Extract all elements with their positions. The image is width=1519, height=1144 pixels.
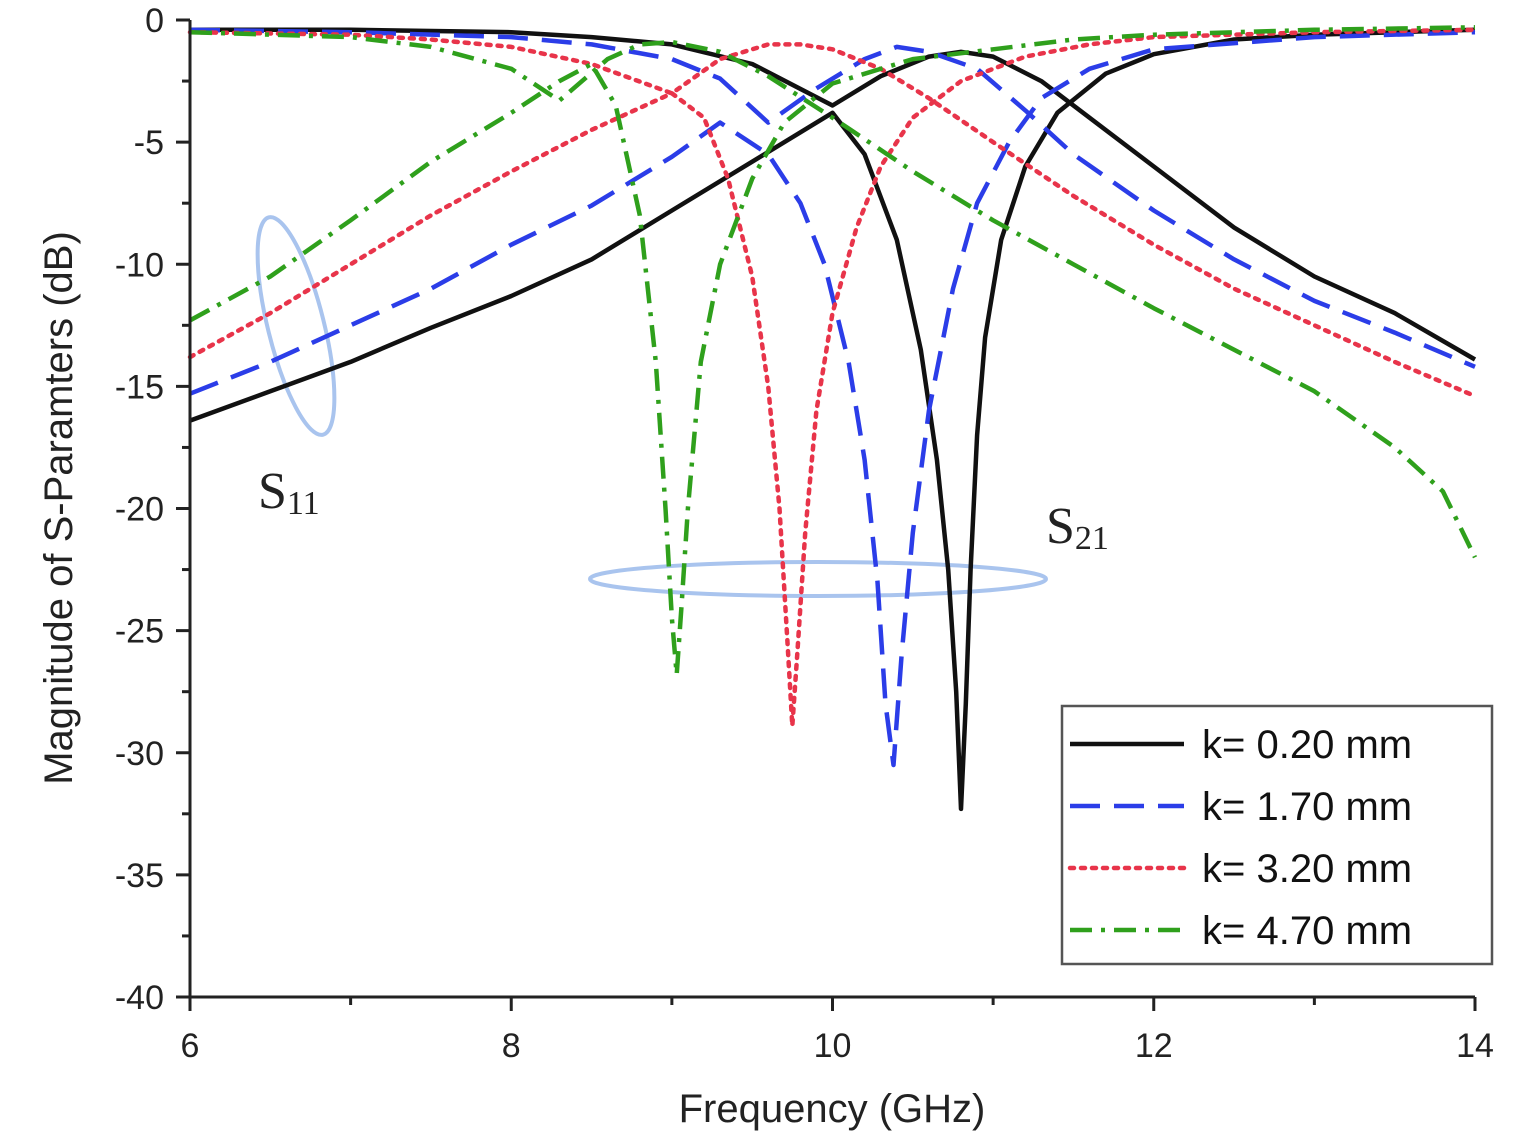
x-tick-label: 14 [1456, 1027, 1494, 1065]
y-tick-label: -5 [134, 124, 164, 162]
y-tick-label: -15 [115, 368, 164, 406]
legend-label-1: k= 0.20 mm [1202, 723, 1412, 767]
x-axis-label: Frequency (GHz) [679, 1087, 986, 1131]
axes-layer: 6 8 10 12 14 0 -5 -10 -15 -20 -25 -30 -35 -40 [115, 2, 1494, 1065]
series-4-s21-line [189, 29, 1478, 559]
series-2-s11-line [189, 29, 1476, 768]
annotation-layer: S11 S21 [255, 215, 1109, 598]
series-1-s11-line [189, 27, 1476, 812]
s21-annotation: S21 [1046, 498, 1109, 557]
s11-group-ellipse [255, 215, 337, 437]
x-tick-label: 8 [502, 1027, 521, 1065]
series-3-s11-line [187, 27, 1478, 729]
legend-label-2: k= 1.70 mm [1202, 785, 1412, 829]
y-tick-label: -35 [115, 857, 164, 895]
x-tick-label: 10 [814, 1027, 852, 1065]
s11-annotation: S11 [258, 463, 320, 522]
legend: k= 0.20 mm k= 1.70 mm k= 3.20 mm k= 4.70 mm [1060, 704, 1494, 966]
y-axis-label: Magnitude of S-Paramters (dB) [37, 231, 81, 785]
y-tick-label: -25 [115, 613, 164, 651]
legend-label-3: k= 3.20 mm [1202, 847, 1412, 891]
series-2-s21-line [189, 27, 1476, 369]
y-tick-label: 0 [145, 2, 164, 40]
legend-box [1060, 704, 1494, 966]
legend-label-4: k= 4.70 mm [1202, 909, 1412, 953]
series-4-s11-line [188, 25, 1476, 677]
y-tick-label: -10 [115, 246, 164, 284]
x-tick-label: 12 [1135, 1027, 1173, 1065]
s21-group-ellipse [588, 560, 1048, 598]
y-tick-label: -20 [115, 491, 164, 529]
curves-layer [187, 25, 1478, 812]
y-tick-label: -30 [115, 735, 164, 773]
y-tick-label: -40 [115, 979, 164, 1017]
x-tick-label: 6 [181, 1027, 200, 1065]
series-1-s21-line [190, 27, 1477, 362]
series-3-s21-line [187, 29, 1478, 399]
